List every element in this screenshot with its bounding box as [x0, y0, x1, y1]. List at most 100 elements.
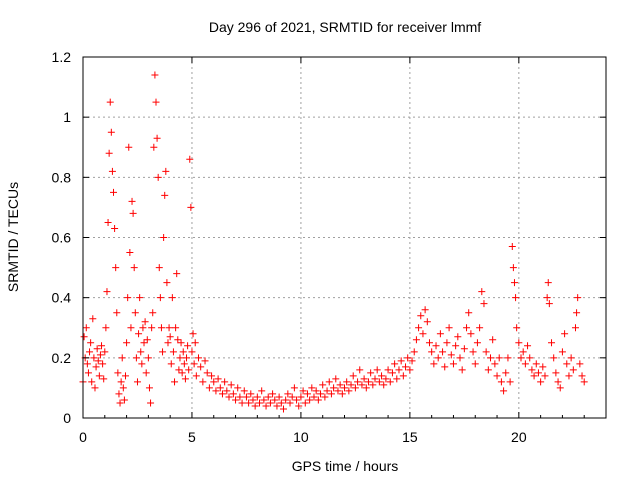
data-point	[332, 375, 340, 383]
data-point	[317, 390, 325, 398]
data-point	[452, 342, 460, 350]
data-point	[221, 378, 229, 386]
data-point	[543, 294, 551, 302]
data-point	[105, 149, 113, 157]
data-point	[519, 348, 527, 356]
data-point	[404, 354, 412, 362]
data-point	[110, 188, 118, 196]
data-point	[124, 294, 132, 302]
data-point	[443, 339, 451, 347]
data-point	[476, 324, 484, 332]
data-point	[561, 330, 569, 338]
data-point	[121, 372, 129, 380]
data-point	[312, 387, 320, 395]
data-point	[229, 390, 237, 398]
data-point	[203, 369, 211, 377]
data-point	[465, 309, 473, 317]
data-point	[341, 384, 348, 392]
data-point	[580, 378, 588, 386]
data-point	[253, 393, 261, 401]
data-point	[169, 348, 177, 356]
data-point	[382, 375, 390, 383]
data-point	[176, 354, 184, 362]
data-point	[463, 324, 471, 332]
data-point	[502, 369, 510, 377]
data-point	[172, 324, 180, 332]
data-point	[205, 384, 213, 392]
data-point	[544, 279, 552, 287]
y-tick-label: 0.2	[52, 350, 72, 366]
data-point	[115, 390, 123, 398]
data-point	[358, 381, 366, 389]
data-point	[388, 369, 396, 377]
data-point	[129, 209, 137, 217]
data-point	[399, 372, 407, 380]
data-point	[310, 393, 318, 401]
data-point	[371, 375, 379, 383]
data-point	[356, 366, 364, 374]
data-point	[194, 354, 202, 362]
data-point	[489, 336, 497, 344]
data-point	[247, 390, 255, 398]
data-point	[491, 360, 499, 368]
data-point	[210, 378, 218, 386]
data-point	[89, 315, 97, 323]
data-point	[191, 339, 199, 347]
data-point	[417, 312, 425, 320]
data-point	[123, 339, 131, 347]
data-point	[189, 330, 197, 338]
data-point	[175, 366, 183, 374]
data-point	[571, 324, 579, 332]
data-point	[548, 339, 556, 347]
data-point	[114, 369, 122, 377]
data-point	[334, 387, 342, 395]
data-point	[412, 336, 420, 344]
data-point	[319, 381, 327, 389]
data-points	[79, 71, 588, 413]
data-point	[140, 339, 148, 347]
data-point	[541, 372, 549, 380]
data-point	[160, 234, 168, 241]
data-point	[467, 330, 475, 338]
data-point	[550, 354, 558, 362]
data-point	[510, 279, 518, 287]
data-point	[107, 128, 115, 136]
data-point	[119, 384, 127, 392]
data-point	[174, 336, 182, 344]
data-point	[232, 396, 240, 404]
data-point	[201, 357, 209, 365]
data-point	[423, 318, 431, 326]
data-point	[303, 390, 311, 398]
data-point	[132, 354, 140, 362]
data-point	[212, 387, 220, 395]
x-tick-label: 20	[511, 429, 527, 445]
data-point	[325, 378, 333, 386]
data-point	[197, 363, 205, 371]
data-point	[111, 224, 119, 232]
data-point	[150, 143, 158, 151]
data-point	[504, 354, 512, 362]
data-point	[127, 324, 135, 332]
data-point	[190, 360, 198, 368]
data-point	[347, 381, 355, 389]
data-point	[156, 294, 164, 302]
data-point	[187, 203, 195, 211]
x-tick-label: 5	[188, 429, 196, 445]
data-point	[290, 384, 298, 392]
data-point	[258, 387, 266, 395]
data-point	[360, 375, 368, 383]
data-point	[199, 378, 207, 386]
data-point	[149, 309, 157, 317]
data-point	[430, 360, 438, 368]
data-point	[345, 387, 353, 395]
data-point	[419, 330, 427, 338]
data-point	[94, 357, 102, 365]
data-point	[143, 336, 151, 344]
x-tick-label: 10	[293, 429, 309, 445]
data-point	[441, 363, 449, 371]
data-point	[493, 372, 501, 380]
data-point	[530, 372, 538, 380]
data-point	[323, 387, 331, 395]
data-point	[513, 324, 521, 332]
